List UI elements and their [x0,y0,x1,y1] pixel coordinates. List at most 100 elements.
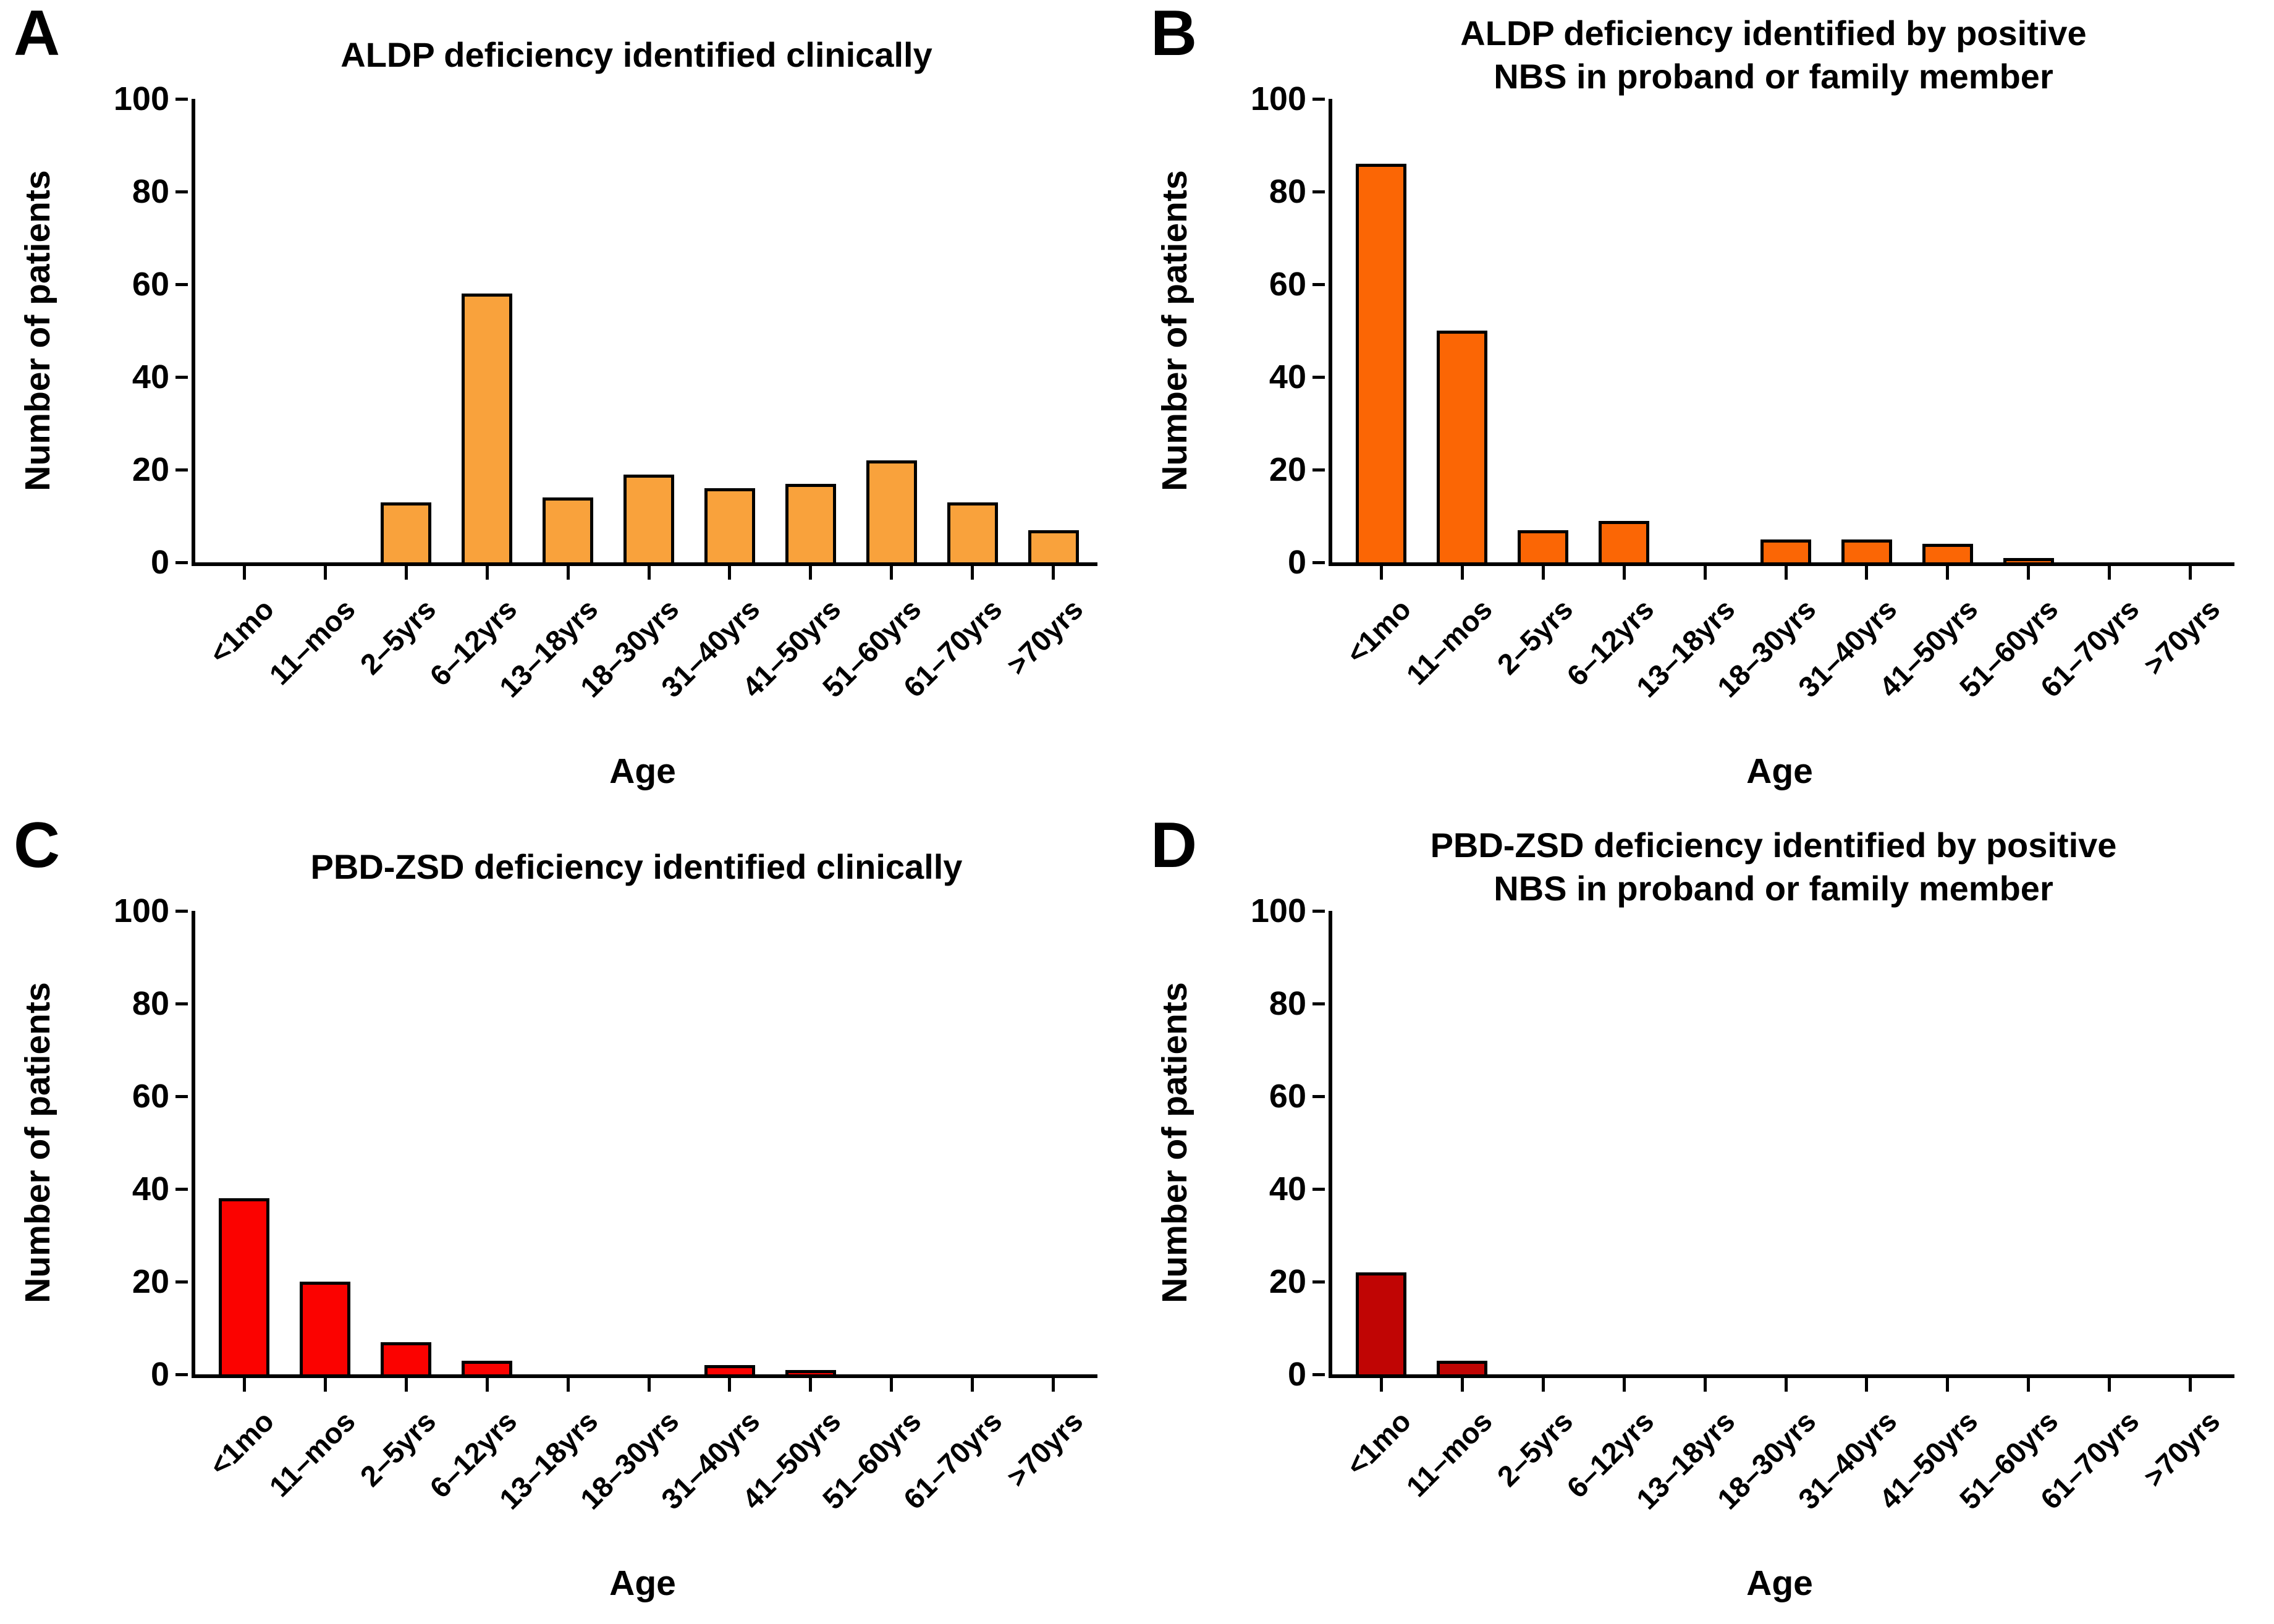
x-tick-mark [971,1378,974,1392]
x-tick-label: <1mo [203,592,281,670]
y-axis-label: Number of patients [18,982,57,1303]
x-tick-mark [809,566,813,580]
x-tick-mark [1784,566,1788,580]
bar-11–mos [1437,1360,1488,1374]
y-tick-mark [1312,282,1325,286]
y-tick-mark [175,1187,188,1191]
y-tick-mark [175,468,188,472]
y-tick-label: 80 [132,985,169,1022]
x-axis-label: Age [1746,1563,1813,1603]
x-tick-mark [1541,566,1545,580]
y-tick-mark [175,190,188,193]
x-tick-label: 11–mos [1400,1404,1498,1503]
bar-31–40yrs [704,488,755,562]
x-tick-mark [1946,1378,1950,1392]
x-tick-mark [1622,566,1626,580]
panel-letter: A [14,0,61,69]
x-tick-label: <1mo [203,1404,281,1482]
y-axis-label: Number of patients [1155,982,1194,1303]
y-tick-label: 0 [1287,544,1306,581]
x-tick-mark [809,1378,813,1392]
chart-title: PBD-ZSD deficiency identified clinically [154,822,1118,912]
panel-b: B ALDP deficiency identified by positive N… [1137,0,2274,812]
x-tick-mark [2189,566,2192,580]
x-tick-mark [2027,1378,2031,1392]
x-tick-mark [1784,1378,1788,1392]
chart-title-line: PBD-ZSD deficiency identified by positiv… [1430,826,2117,865]
x-tick-mark [404,1378,408,1392]
y-tick-label: 100 [1250,80,1306,117]
y-tick-mark [1312,1280,1325,1284]
y-tick-label: 20 [1269,451,1306,488]
y-tick-mark [175,1094,188,1098]
x-tick-label: 11–mos [1400,592,1498,691]
y-tick-label: 40 [132,358,169,395]
y-tick-mark [175,97,188,101]
x-tick-mark [566,1378,570,1392]
bar-18–30yrs [623,474,674,562]
bar-51–60yrs [866,460,917,562]
plot-area [1329,99,2234,566]
x-tick-mark [890,566,894,580]
x-tick-mark [1865,1378,1869,1392]
x-tick-mark [728,566,732,580]
x-tick-mark [971,566,974,580]
x-tick-mark [323,1378,327,1392]
y-tick-mark [175,1280,188,1284]
bar-2–5yrs [1518,530,1569,562]
x-tick-label: >70yrs [2137,1404,2226,1494]
bar-31–40yrs [1841,539,1892,562]
y-tick-label: 60 [1269,1078,1306,1115]
y-tick-mark [1312,190,1325,193]
bar-6–12yrs [462,1360,513,1374]
x-tick-mark [2108,566,2111,580]
x-tick-label: >70yrs [1000,1404,1089,1494]
y-axis-label: Number of patients [1155,170,1194,491]
y-tick-label: 20 [1269,1263,1306,1300]
bar-<1mo [219,1198,270,1374]
panel-d: D PBD-ZSD deficiency identified by positi… [1137,812,2274,1624]
y-tick-label: 20 [132,1263,169,1300]
y-tick-label: 20 [132,451,169,488]
panel-letter: D [1151,810,1198,881]
y-tick-label: 80 [132,173,169,210]
x-tick-mark [2189,1378,2192,1392]
bar-2–5yrs [381,1342,432,1374]
x-tick-mark [566,566,570,580]
bar-11–mos [1437,331,1488,562]
x-tick-mark [1379,1378,1383,1392]
x-tick-mark [485,1378,489,1392]
chart-title-line: PBD-ZSD deficiency identified clinically [310,847,963,886]
plot-area [192,99,1097,566]
y-tick-mark [1312,468,1325,472]
chart-title-line: NBS in proband or family member [1494,57,2053,96]
x-tick-mark [2027,566,2031,580]
x-tick-mark [1865,566,1869,580]
x-tick-mark [1703,566,1707,580]
y-axis-label: Number of patients [18,170,57,491]
x-axis-label: Age [609,751,676,791]
chart-title-line: ALDP deficiency identified by positive [1460,14,2087,53]
x-tick-label: <1mo [1340,592,1418,670]
y-tick-label: 40 [132,1170,169,1207]
bar-31–40yrs [704,1365,755,1374]
bar-41–50yrs [785,1369,836,1374]
x-tick-mark [890,1378,894,1392]
y-tick-label: 60 [132,1078,169,1115]
bar-41–50yrs [1922,544,1973,562]
bar-51–60yrs [2003,557,2054,562]
plot-area [192,911,1097,1378]
y-tick-mark [175,1002,188,1005]
x-tick-mark [728,1378,732,1392]
bar-<1mo [1356,164,1407,562]
y-tick-mark [175,282,188,286]
y-tick-label: 80 [1269,985,1306,1022]
y-tick-mark [1312,1187,1325,1191]
chart-title: ALDP deficiency identified clinically [154,10,1118,100]
x-axis-label: Age [609,1563,676,1603]
x-tick-mark [647,566,651,580]
x-tick-mark [1460,1378,1464,1392]
bar-61–70yrs [947,502,998,562]
plot-area [1329,911,2234,1378]
x-tick-mark [1622,1378,1626,1392]
